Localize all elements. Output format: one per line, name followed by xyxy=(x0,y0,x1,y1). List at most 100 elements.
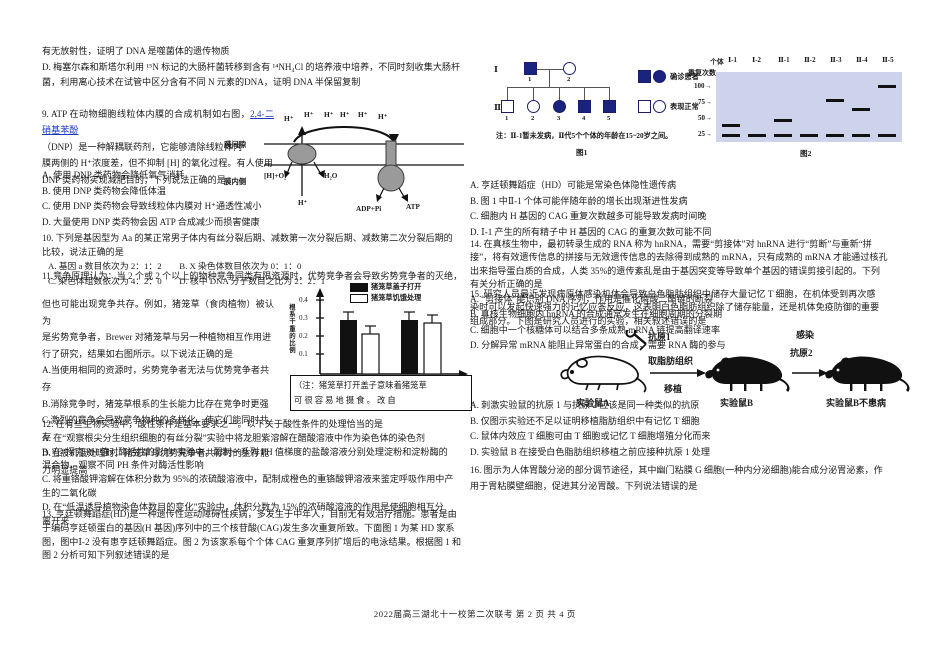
q14-line1: 14. 在真核生物中，最初转录生成的 RNA 称为 hnRNA，需要“剪接体”对… xyxy=(470,239,872,249)
bar-note-line2: 可 很 容 易 地 摄 食 。 改 自 xyxy=(294,396,396,405)
proton-label-5: H⁺ xyxy=(358,110,368,119)
band-lane2-25 xyxy=(748,134,766,138)
q11-option-c-l2: 存 xyxy=(42,431,52,442)
generation-label-II: Ⅱ xyxy=(494,103,502,112)
q14-option-d: D. 分解异常 mRNA 能阻止异常蛋白的合成，需要 RNA 酶的参与 xyxy=(470,340,726,351)
ytick-0.2: 0.2 xyxy=(299,332,308,340)
page-footer: 2022届高三湖北十一校第二次联考 第 2 页 共 4 页 xyxy=(373,609,577,619)
pedigree-figure-1: Ⅰ Ⅱ 1 2 1 2 3 4 5 确诊患者 表现正常 注：Ⅱ-1暂未 xyxy=(488,52,699,172)
sib-drop-5 xyxy=(609,87,611,100)
q8-line3: 菌，利用离心技术在试管中区分含有不同 N 元素的DNA，证明 DNA 半保留复制 xyxy=(42,77,361,87)
q15-option-a: A. 刺激实验鼠的抗原 1 与抗原 2 应该是同一种类似的抗原 xyxy=(470,400,700,410)
band-lane4-25 xyxy=(800,134,818,138)
proton-label-6: H⁺ xyxy=(378,112,388,121)
q15-option-c: C. 鼠体内效应 T 细胞可由 T 细胞或记忆 T 细胞增殖分化而来 xyxy=(470,431,711,442)
infect-label: 感染 xyxy=(796,330,815,340)
q9-option-b: B. 使用 DNP 类药物会降低体温 xyxy=(42,185,166,196)
q11-line1: 但也可能出现竞争共存。例如，猪笼草（食肉植物）被认为 xyxy=(42,299,274,326)
mouse-a-label: 实验鼠A xyxy=(576,398,610,408)
nepenthes-bar-chart: 猪笼草盖子打开 猪笼草饥饿处理 根系干重的比例 0.4 0.3 0.2 0.1 xyxy=(288,282,470,394)
adp-pi-label: ADP+Pi xyxy=(356,205,382,213)
legend-label-1: 猪笼草盖子打开 xyxy=(371,283,422,291)
q14-option-b: B. 真核生物细胞内 hnRNA 的合成通常发生在细胞周期的分裂期 xyxy=(470,309,723,320)
q11-option-b: B.消除竞争时，猪笼草根系的生长能力比存在竞争时更强 xyxy=(42,398,269,409)
take-fat-tissue-label: 取脂肪组织 xyxy=(648,356,694,366)
q9-stem-line3: 膜两侧的 H⁺浓度差，但不抑制 [H] 的氧化过程。有人使用 xyxy=(42,158,273,169)
question-15-stem: 15. 研究人员最近发现病原体感染机体会导致白色脂肪组织中储存大量记忆 T 细胞… xyxy=(470,288,920,328)
pedigree-II-5-number: 5 xyxy=(607,115,611,122)
band-lane6-62 xyxy=(852,108,870,112)
q12-option-d-l2: 离开来 xyxy=(42,515,70,526)
pedigree-I-2[interactable] xyxy=(563,62,576,75)
pedigree-II-1-number: 1 xyxy=(505,115,509,122)
pedigree-II-4[interactable] xyxy=(578,100,591,113)
ytick-0.1: 0.1 xyxy=(299,350,308,358)
question-11-body: 但也可能出现竞争共存。例如，猪笼草（食肉植物）被认为 是劣势竞争者，Brewer… xyxy=(42,296,274,479)
proton-label-4: H⁺ xyxy=(340,110,350,119)
mouse-b-result-label: 实验鼠B不患病 xyxy=(826,398,887,408)
transplant-label: 移植 xyxy=(664,384,683,394)
q9-option-d: D. 大量使用 DNP 类药物会因 ATP 合成减少而损害健康 xyxy=(42,216,260,227)
nadh-o2-label: [H]+O₂ xyxy=(264,172,287,180)
q14-option-c: C. 细胞中一个核糖体可以结合多条成熟 mRNA 链提高翻译速率 xyxy=(470,324,721,335)
mouse-c-silhouette xyxy=(825,356,910,392)
pedigree-II-5[interactable] xyxy=(603,100,616,113)
sib-drop-4 xyxy=(584,87,586,100)
band-lane6-25 xyxy=(852,134,870,138)
band-lane5-25 xyxy=(826,134,844,138)
q15-line3: 组成部分。下图是研究人员进行的实验，相关叙述错误的是 xyxy=(470,315,707,326)
gel-electrophoresis-figure-2: 个体 Ⅰ-1 Ⅰ-2 Ⅱ-1 Ⅱ-2 Ⅱ-3 Ⅱ-4 Ⅱ-5 重复次数 100→… xyxy=(688,52,918,172)
descent-drop-line xyxy=(549,69,551,87)
question-14: 14. 在真核生物中，最初转录生成的 RNA 称为 hnRNA，需要“剪接体”对… xyxy=(470,238,920,354)
bar-legend-item-2: 猪笼草饥饿处理 xyxy=(350,293,421,303)
q10-option-b: B. X 染色体数目依次为 0：1：0 xyxy=(179,261,302,272)
q10-option-d: D. 核中 DNA 分子数目之比为 2：2：1 xyxy=(179,275,326,286)
proton-label-2: H⁺ xyxy=(304,110,314,119)
mouse-a-outline xyxy=(560,355,647,393)
pedigree-note: 注：Ⅱ-1暂未发病，Ⅱ代5个个体的年龄在15~20岁之间。 xyxy=(496,132,673,140)
dnp-link[interactable]: 2,4-二硝基苯酚 xyxy=(42,109,274,136)
matrix-proton-label: H⁺ xyxy=(298,199,308,207)
mouse-figure-graphic xyxy=(560,330,910,393)
proton-flow-arrow xyxy=(264,125,464,202)
q11-option-d-l1: D.当被饥饿处理时，猪笼草与优势竞争者共存时的生存能 xyxy=(42,448,270,459)
gel-plate xyxy=(716,72,902,142)
water-label: H₂O xyxy=(324,172,338,180)
question-16: 16. 图示为人体胃酸分泌的部分调节途径，其中幽门粘膜 G 细胞(一种内分泌细胞… xyxy=(470,462,920,494)
lane-label-1: Ⅰ-1 xyxy=(728,57,737,64)
q15-option-b: B. 仅图示实验还不足以证明移植脂肪组织中有记忆 T 细胞 xyxy=(470,415,700,426)
question-11-head: 11.竞争原理认为：当 2 个或 2 个以上的物种竞争同类有限资源时，优势竞争者… xyxy=(42,270,467,283)
legend-affected-label: 确诊患者 xyxy=(670,73,699,81)
bar-legend-item-1: 猪笼草盖子打开 xyxy=(350,282,421,292)
ytick-0.3: 0.3 xyxy=(299,314,308,322)
pedigree-I-1-number: 1 xyxy=(528,76,532,83)
pedigree-II-3[interactable] xyxy=(553,100,566,113)
question-13-options: A. 亨廷顿舞蹈症（HD）可能是常染色体隐性遗传病 B. 图 1 中Ⅱ-1 个体… xyxy=(470,178,920,240)
lane-label-4: Ⅱ-2 xyxy=(804,57,816,64)
legend-swatch-black xyxy=(350,282,368,292)
q13-line1: 13. 亨廷顿舞蹈症(HD)是一种遗传性运动障碍性疾病，多发生于中年人，目前无有… xyxy=(42,509,457,519)
q11-option-a-l1: A.当使用相同的资源时，劣势竞争者无法与优势竞争者共 xyxy=(42,365,270,376)
pedigree-I-1[interactable] xyxy=(524,62,537,75)
proton-label-3: H⁺ xyxy=(324,110,334,119)
q9-option-c: C. 使用 DNP 类药物会导致线粒体内膜对 H⁺通透性减小 xyxy=(42,201,262,212)
pedigree-II-4-number: 4 xyxy=(582,115,586,122)
pedigree-II-1[interactable] xyxy=(501,100,514,113)
q14-option-a: A. “剪接体”能识别 DNA 序列，作用是催化磷酸二酯键的断裂 xyxy=(470,293,713,304)
generation-label-I: Ⅰ xyxy=(494,65,498,74)
bar-chart-note: （注：猪笼草打开盖子意味着猪笼草 可 很 容 易 地 摄 食 。 改 自 xyxy=(290,375,472,411)
antigen-1-label: 抗原1 xyxy=(648,332,671,342)
gel-ytick-100: 100→ xyxy=(694,82,712,90)
antigen-2-label: 抗原2 xyxy=(790,348,813,358)
figure-2-caption: 图2 xyxy=(800,149,812,158)
q14-line3: 出来指导蛋白质的合成，人类 35%的遗传紊乱是由于基因突变等导致单个基因的错误剪… xyxy=(470,265,880,276)
question-13: 13. 亨廷顿舞蹈症(HD)是一种遗传性运动障碍性疾病，多发生于中年人，目前无有… xyxy=(42,508,467,563)
bar-chart-ylabel: 根系干重的比例 xyxy=(289,304,296,355)
legend-normal-circle xyxy=(653,100,666,113)
legend-affected-circle xyxy=(653,70,666,83)
pedigree-II-2[interactable] xyxy=(527,100,540,113)
legend-swatch-white xyxy=(350,293,368,303)
question-15-options: A. 刺激实验鼠的抗原 1 与抗原 2 应该是同一种类似的抗原 B. 仅图示实验… xyxy=(470,398,920,460)
q13-line4: 图 2 分析可知下列叙述错误的是 xyxy=(42,550,170,561)
q10-options-row1: A. 基因 a 数目依次为 2：1：2 B. X 染色体数目依次为 0：1：0 xyxy=(42,259,467,274)
